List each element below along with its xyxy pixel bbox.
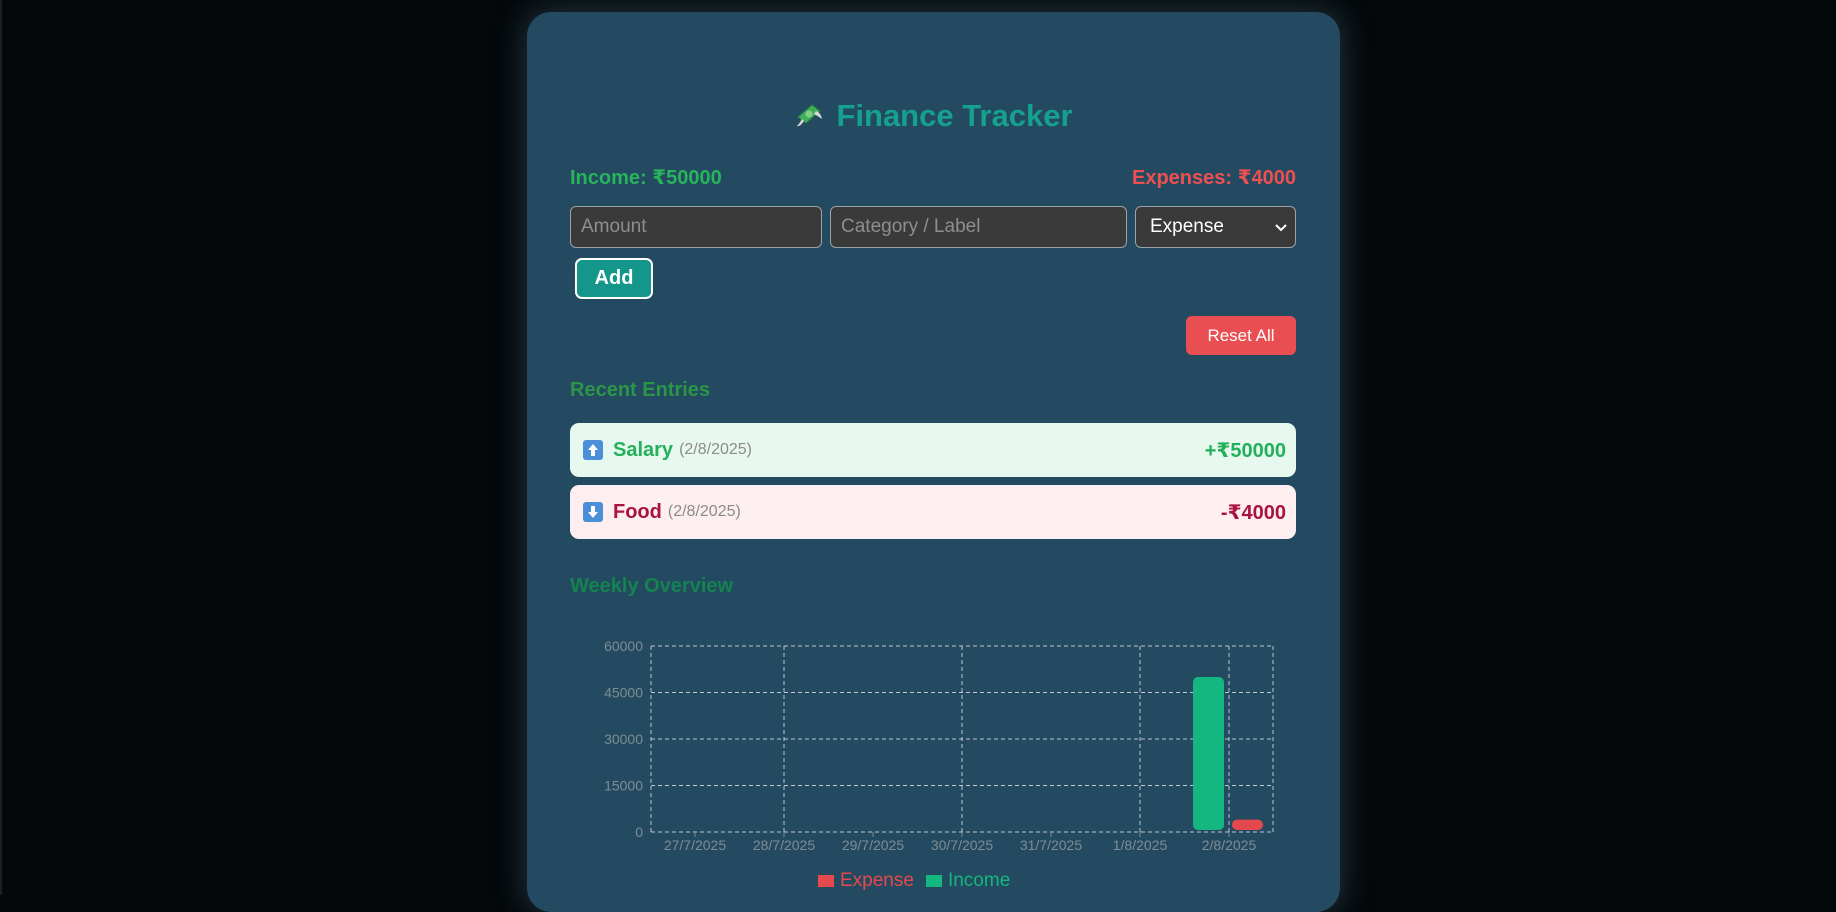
y-tick-label: 0 xyxy=(635,824,643,840)
recent-entries-heading: Recent Entries xyxy=(570,379,711,401)
income-total: Income: ₹50000 xyxy=(570,167,722,189)
weekly-overview-heading: Weekly Overview xyxy=(570,575,734,597)
legend-item-expense[interactable]: Expense xyxy=(818,870,914,892)
amount-input[interactable] xyxy=(570,206,822,248)
entry-row-income: Salary (2/8/2025) +₹50000 xyxy=(570,423,1296,477)
x-tick-label: 1/8/2025 xyxy=(1113,837,1168,853)
legend-label: Expense xyxy=(840,870,914,891)
chart-legend: Expense Income xyxy=(818,870,1022,892)
x-tick-label: 28/7/2025 xyxy=(753,837,815,853)
type-select-value: Expense xyxy=(1150,216,1224,237)
legend-item-income[interactable]: Income xyxy=(925,870,1011,892)
legend-label: Income xyxy=(947,870,1011,891)
y-tick-label: 30000 xyxy=(604,731,643,747)
legend-swatch-income xyxy=(925,875,942,887)
up-arrow-icon xyxy=(583,440,603,460)
type-select[interactable]: Expense xyxy=(1135,206,1296,248)
entry-date: (2/8/2025) xyxy=(679,441,752,458)
entry-label: Food xyxy=(613,500,662,523)
entry-row-expense: Food (2/8/2025) -₹4000 xyxy=(570,485,1296,539)
title-text: Finance Tracker xyxy=(836,98,1073,133)
x-tick-label: 31/7/2025 xyxy=(1020,837,1082,853)
bar-expense xyxy=(1232,819,1263,830)
window-edge xyxy=(0,0,2,895)
chevron-down-icon xyxy=(1275,220,1287,235)
x-tick-label: 30/7/2025 xyxy=(931,837,993,853)
bar-income xyxy=(1193,677,1224,830)
money-with-wings-icon xyxy=(794,99,824,137)
weekly-bar-chart: 0 15000 30000 45000 60000 27/7/2025 28/7/2025 2… xyxy=(604,638,1274,853)
category-input[interactable] xyxy=(830,206,1127,248)
finance-card: Finance Tracker Income: ₹50000 Expenses:… xyxy=(527,12,1340,912)
entry-amount: +₹50000 xyxy=(1204,439,1286,462)
entry-amount: -₹4000 xyxy=(1220,501,1286,524)
expenses-total: Expenses: ₹4000 xyxy=(1131,167,1296,189)
reset-all-button[interactable]: Reset All xyxy=(1186,316,1296,355)
down-arrow-icon xyxy=(583,502,603,522)
page-title: Finance Tracker xyxy=(527,98,1340,137)
y-tick-label: 60000 xyxy=(604,638,643,654)
x-tick-label: 27/7/2025 xyxy=(664,837,726,853)
entry-label: Salary xyxy=(613,438,674,461)
entry-date: (2/8/2025) xyxy=(667,503,741,520)
y-tick-label: 45000 xyxy=(604,685,643,701)
legend-swatch-expense xyxy=(818,875,834,887)
x-tick-label: 29/7/2025 xyxy=(842,837,904,853)
add-button[interactable]: Add xyxy=(575,258,653,299)
x-tick-label: 2/8/2025 xyxy=(1202,837,1257,853)
y-tick-label: 15000 xyxy=(604,778,643,794)
